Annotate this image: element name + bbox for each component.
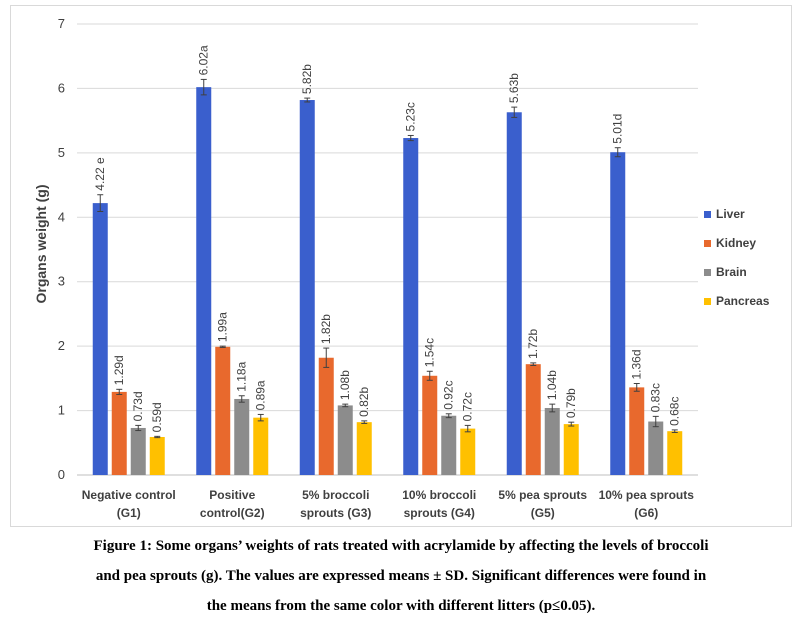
bar-brain [544,407,560,475]
bar-pancreas [563,424,579,475]
x-tick-label: Positive [209,488,255,502]
x-tick-label: sprouts (G4) [404,506,475,520]
bar-liver [610,152,626,475]
legend-label-kidney: Kidney [716,236,756,250]
data-label: 0.92c [442,380,456,409]
bar-brain [337,405,353,475]
legend-label-brain: Brain [716,265,747,279]
legend-swatch-pancreas [704,298,711,305]
bar-kidney [629,387,645,475]
y-tick-label: 5 [58,145,65,160]
figure-caption-line-1: Figure 1: Some organs’ weights of rats t… [93,538,709,554]
chart-area: 4.22 e 1.29d 0.73d 0.59d 6.02a 1.99a 1.18a 0.89… [10,5,792,527]
bar-pancreas [667,431,683,475]
legend-label-pancreas: Pancreas [716,294,770,308]
data-label: 1.99a [216,312,230,342]
x-tick-label: (G1) [117,506,141,520]
bar-liver [506,112,522,475]
data-label: 0.79b [564,388,578,418]
y-tick-label: 7 [58,16,65,31]
data-label: 5.23c [404,102,418,131]
x-tick-label: (G5) [531,506,555,520]
data-label: 0.68c [668,397,682,426]
bar-pancreas [149,436,165,475]
data-label: 0.59d [150,402,164,432]
data-label: 5.01d [611,114,625,144]
bar-brain [441,415,457,475]
data-label: 0.82b [357,387,371,417]
x-tick-label: sprouts (G3) [300,506,371,520]
y-tick-label: 6 [58,80,65,95]
data-label: 1.82b [319,314,333,344]
y-tick-label: 4 [58,209,65,224]
bar-kidney [422,375,438,475]
data-label: 5.63b [507,73,521,103]
legend-swatch-liver [704,211,711,218]
y-tick-label: 3 [58,274,65,289]
bar-pancreas [460,428,476,475]
data-label: 0.73d [131,391,145,421]
data-label: 1.08b [338,370,352,400]
y-tick-label: 2 [58,338,65,353]
bar-liver [299,100,315,476]
data-label: 0.89a [254,380,268,410]
data-label: 5.82b [300,64,314,94]
bar-liver [403,138,419,475]
x-tick-label: 5% broccoli [302,488,369,502]
bar-kidney [318,357,334,475]
data-label: 4.22 e [93,157,107,191]
bar-pancreas [356,422,372,475]
figure-caption-line-3: the means from the same color with diffe… [206,598,596,614]
y-axis-label: Organs weight (g) [33,185,49,304]
data-label: 1.36d [630,349,644,379]
bar-kidney [525,364,541,475]
x-tick-label: 10% pea sprouts [599,488,695,502]
x-tick-label: 5% pea sprouts [498,488,587,502]
data-label: 6.02a [197,45,211,75]
bar-chart: 4.22 e 1.29d 0.73d 0.59d 6.02a 1.99a 1.18a 0.89… [33,16,770,520]
bar-liver [196,87,212,475]
x-tick-label: 10% broccoli [402,488,476,502]
bar-kidney [215,346,231,475]
data-label: 1.72b [526,329,540,359]
legend-swatch-brain [704,269,711,276]
bar-pancreas [253,417,269,475]
bar-brain [234,398,250,475]
legend-label-liver: Liver [716,207,745,221]
data-label: 1.18a [235,361,249,391]
data-label: 1.54c [423,338,437,367]
x-tick-label: Negative control [82,488,176,502]
bar-liver [92,203,108,475]
data-label: 1.04b [545,370,559,400]
data-label: 0.83c [649,383,663,412]
figure-caption-line-2: and pea sprouts (g). The values are expr… [95,568,707,584]
data-label: 0.72c [461,392,475,421]
y-tick-label: 0 [58,467,65,482]
bar-brain [130,427,146,475]
bar-brain [648,421,664,475]
bar-kidney [111,391,127,475]
legend-swatch-kidney [704,240,711,247]
y-tick-label: 1 [58,403,65,418]
x-tick-label: (G6) [634,506,658,520]
data-label: 1.29d [112,355,126,385]
x-tick-label: control(G2) [200,506,265,520]
